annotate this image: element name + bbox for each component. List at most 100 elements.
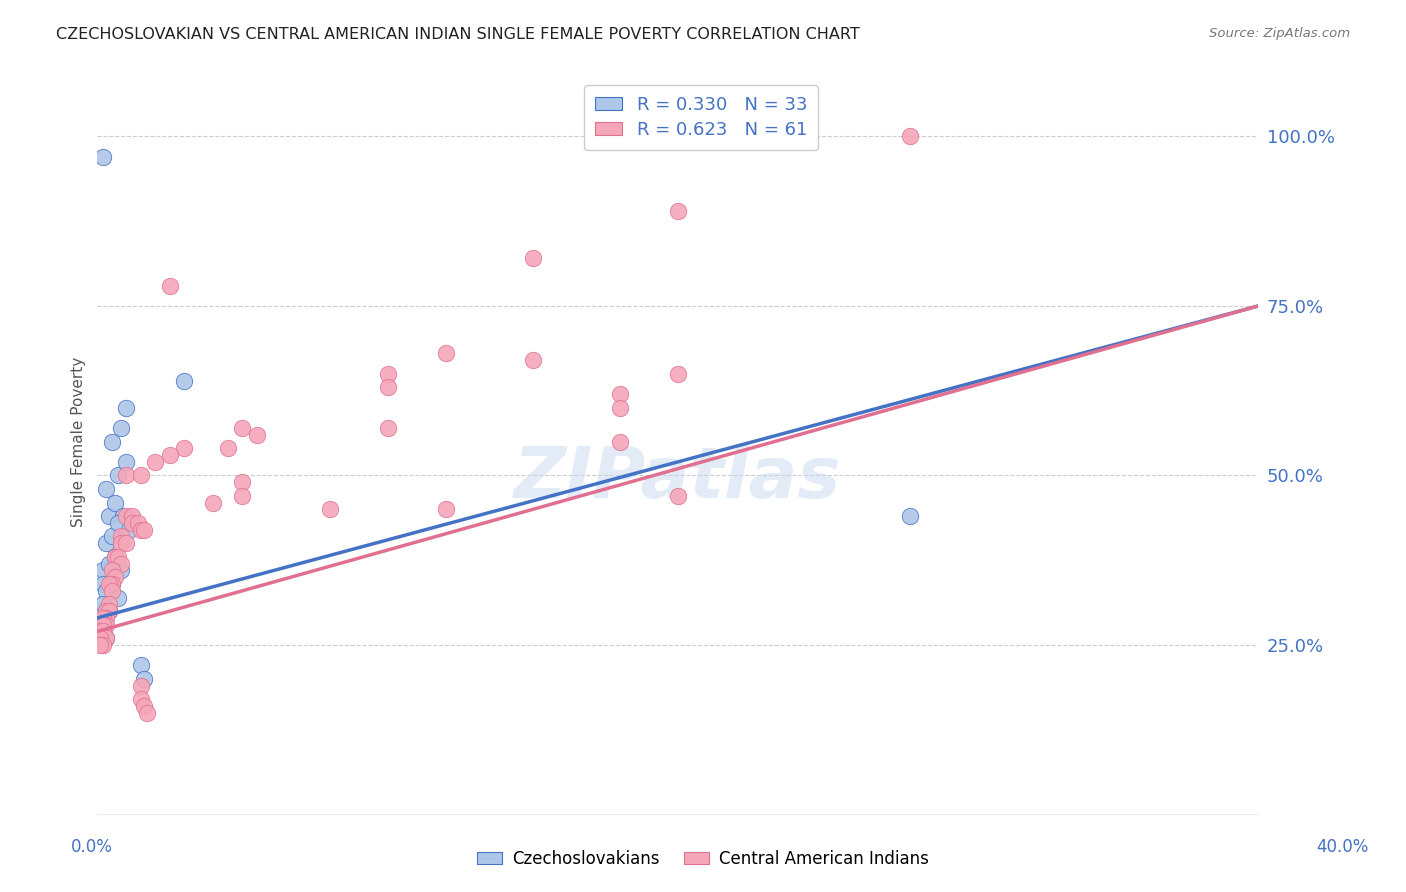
Point bbox=[666, 489, 689, 503]
Point bbox=[132, 699, 155, 714]
Point bbox=[609, 387, 631, 401]
Point bbox=[97, 557, 120, 571]
Point bbox=[522, 353, 544, 368]
Point bbox=[666, 203, 689, 218]
Point bbox=[101, 563, 124, 577]
Point bbox=[129, 679, 152, 693]
Point bbox=[101, 583, 124, 598]
Point bbox=[129, 658, 152, 673]
Point bbox=[110, 421, 132, 435]
Point bbox=[112, 509, 135, 524]
Point bbox=[89, 604, 111, 618]
Point bbox=[132, 523, 155, 537]
Point bbox=[898, 509, 921, 524]
Text: 40.0%: 40.0% bbox=[1316, 838, 1369, 855]
Point bbox=[97, 509, 120, 524]
Point bbox=[94, 536, 117, 550]
Point bbox=[115, 509, 138, 524]
Legend: Czechoslovakians, Central American Indians: Czechoslovakians, Central American India… bbox=[470, 844, 936, 875]
Point bbox=[434, 502, 457, 516]
Point bbox=[91, 617, 114, 632]
Point bbox=[104, 549, 127, 564]
Point bbox=[91, 624, 114, 639]
Point bbox=[94, 604, 117, 618]
Point bbox=[318, 502, 340, 516]
Point bbox=[94, 631, 117, 645]
Point bbox=[101, 434, 124, 449]
Point bbox=[94, 631, 117, 645]
Point bbox=[97, 604, 120, 618]
Point bbox=[115, 401, 138, 415]
Point bbox=[377, 380, 399, 394]
Point bbox=[110, 557, 132, 571]
Point bbox=[231, 475, 253, 490]
Point bbox=[132, 672, 155, 686]
Point bbox=[173, 442, 195, 456]
Point bbox=[94, 482, 117, 496]
Text: 0.0%: 0.0% bbox=[70, 838, 112, 855]
Point bbox=[89, 638, 111, 652]
Point bbox=[666, 367, 689, 381]
Point bbox=[89, 631, 111, 645]
Point bbox=[107, 549, 129, 564]
Point bbox=[231, 489, 253, 503]
Point bbox=[434, 346, 457, 360]
Point bbox=[135, 706, 157, 720]
Text: Source: ZipAtlas.com: Source: ZipAtlas.com bbox=[1209, 27, 1350, 40]
Point bbox=[115, 536, 138, 550]
Point bbox=[522, 252, 544, 266]
Point bbox=[91, 577, 114, 591]
Point bbox=[145, 455, 167, 469]
Point bbox=[159, 448, 181, 462]
Text: CZECHOSLOVAKIAN VS CENTRAL AMERICAN INDIAN SINGLE FEMALE POVERTY CORRELATION CHA: CZECHOSLOVAKIAN VS CENTRAL AMERICAN INDI… bbox=[56, 27, 860, 42]
Point bbox=[231, 421, 253, 435]
Point bbox=[91, 638, 114, 652]
Point bbox=[89, 624, 111, 639]
Point bbox=[107, 516, 129, 530]
Point bbox=[91, 611, 114, 625]
Point bbox=[101, 529, 124, 543]
Y-axis label: Single Female Poverty: Single Female Poverty bbox=[72, 357, 86, 526]
Point bbox=[202, 495, 225, 509]
Point bbox=[121, 516, 143, 530]
Point bbox=[118, 523, 141, 537]
Point bbox=[217, 442, 239, 456]
Point bbox=[91, 150, 114, 164]
Point bbox=[173, 374, 195, 388]
Point bbox=[159, 278, 181, 293]
Point bbox=[89, 617, 111, 632]
Point bbox=[94, 617, 117, 632]
Point bbox=[91, 597, 114, 611]
Point bbox=[110, 536, 132, 550]
Point bbox=[91, 624, 114, 639]
Point bbox=[101, 577, 124, 591]
Point bbox=[110, 563, 132, 577]
Point bbox=[121, 509, 143, 524]
Point bbox=[110, 529, 132, 543]
Point bbox=[129, 692, 152, 706]
Point bbox=[246, 427, 269, 442]
Point bbox=[377, 421, 399, 435]
Point bbox=[129, 523, 152, 537]
Point bbox=[94, 604, 117, 618]
Point bbox=[94, 583, 117, 598]
Point bbox=[115, 468, 138, 483]
Point bbox=[104, 495, 127, 509]
Point bbox=[898, 129, 921, 144]
Point bbox=[115, 455, 138, 469]
Point bbox=[101, 577, 124, 591]
Point bbox=[609, 434, 631, 449]
Legend: R = 0.330   N = 33, R = 0.623   N = 61: R = 0.330 N = 33, R = 0.623 N = 61 bbox=[585, 85, 818, 150]
Point bbox=[129, 468, 152, 483]
Point bbox=[104, 549, 127, 564]
Point bbox=[609, 401, 631, 415]
Point bbox=[127, 516, 149, 530]
Point bbox=[97, 597, 120, 611]
Point bbox=[97, 577, 120, 591]
Point bbox=[91, 563, 114, 577]
Point bbox=[94, 611, 117, 625]
Point bbox=[97, 604, 120, 618]
Point bbox=[107, 468, 129, 483]
Point bbox=[104, 570, 127, 584]
Point bbox=[107, 591, 129, 605]
